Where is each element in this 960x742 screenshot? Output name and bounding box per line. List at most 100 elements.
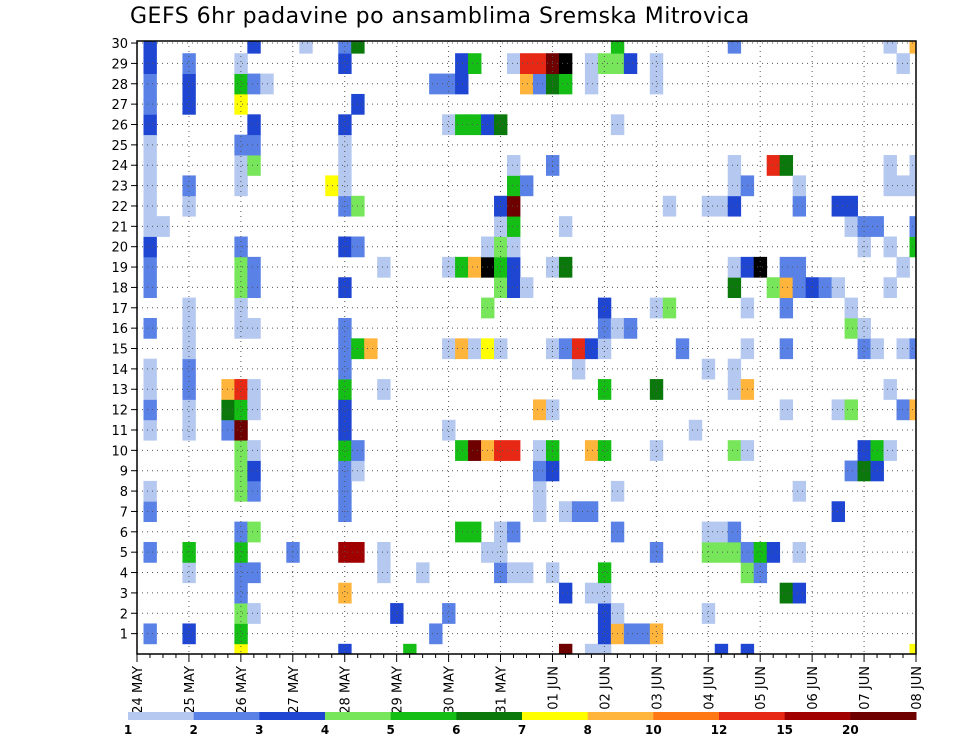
precip-cell	[571, 501, 586, 523]
precip-cell	[636, 623, 651, 645]
precip-cell	[584, 53, 599, 74]
precip-cell	[857, 338, 871, 360]
x-tick-label: 26 MAY	[235, 666, 250, 714]
y-tick-label: 11	[111, 424, 128, 439]
precip-cell	[182, 419, 196, 441]
x-tick-label: 24 MAY	[131, 666, 146, 714]
precip-cell	[520, 53, 534, 74]
precip-cell	[143, 277, 157, 299]
precip-cell	[247, 41, 261, 54]
precip-cell	[143, 399, 157, 421]
precip-cell	[143, 419, 157, 441]
precip-cell	[494, 114, 508, 136]
precip-cell	[883, 41, 897, 54]
precip-cell	[558, 73, 573, 95]
legend-swatch	[325, 712, 392, 720]
precip-cell	[507, 277, 521, 299]
precip-cell	[779, 399, 794, 421]
precip-cell	[299, 41, 313, 54]
precip-cell	[766, 277, 781, 299]
precip-cell	[143, 53, 157, 74]
precip-cell	[234, 623, 248, 645]
precip-cell	[442, 73, 456, 95]
precip-cell	[558, 643, 573, 655]
precip-cell	[507, 175, 521, 197]
precip-cell	[649, 53, 664, 74]
precip-cell	[896, 399, 910, 421]
precip-cell	[182, 399, 196, 421]
y-tick-label: 15	[111, 343, 128, 358]
y-tick-label: 18	[111, 281, 128, 296]
precip-cell	[338, 460, 352, 482]
precip-cell	[247, 603, 261, 624]
precip-cell	[247, 114, 261, 136]
precip-cell	[377, 256, 391, 278]
precip-cell	[143, 379, 157, 400]
precip-cell	[532, 53, 547, 74]
y-tick-label: 16	[111, 322, 128, 337]
legend-swatch	[522, 712, 589, 720]
x-tick-label: 01 JUN	[546, 666, 561, 710]
precip-cell	[234, 603, 248, 624]
precip-cell	[455, 440, 469, 461]
y-tick-label: 25	[111, 139, 128, 154]
precip-cell	[351, 41, 365, 54]
color-legend: 1 2 3 4 5 6 7 8 10 12 15 20	[124, 712, 917, 737]
precip-cell	[234, 399, 248, 421]
precip-cell	[364, 338, 378, 360]
precip-cell	[857, 460, 871, 482]
precip-cell	[455, 53, 469, 74]
chart-title: GEFS 6hr padavine po ansamblima Sremska …	[130, 4, 750, 29]
y-tick-label: 5	[120, 546, 128, 561]
precip-cell	[597, 623, 612, 645]
precip-cell	[558, 53, 573, 74]
precip-cell	[623, 623, 638, 645]
legend-swatch	[259, 712, 326, 720]
precip-cells	[143, 41, 917, 655]
precip-cell	[247, 379, 261, 400]
precip-cell	[597, 603, 612, 624]
x-tick-label: 29 MAY	[391, 666, 406, 714]
precip-cell	[597, 317, 612, 339]
x-tick-label: 06 JUN	[806, 666, 821, 710]
precip-cell	[727, 440, 742, 461]
precip-cell	[597, 582, 612, 604]
precip-cell	[792, 582, 807, 604]
x-tick-label: 08 JUN	[910, 666, 925, 710]
precip-cell	[442, 603, 456, 624]
precip-cell	[234, 317, 248, 339]
precip-cell	[494, 521, 508, 543]
precip-cell	[234, 134, 248, 156]
precip-cell	[883, 155, 897, 176]
precip-cell	[468, 256, 482, 278]
precip-cell	[143, 134, 157, 156]
precip-cell	[909, 41, 917, 54]
precip-cell	[143, 155, 157, 176]
precip-cell	[714, 521, 729, 543]
y-tick-label: 20	[111, 241, 128, 256]
precip-cell	[532, 501, 547, 523]
precip-cell	[792, 195, 807, 217]
precip-cell	[649, 440, 664, 461]
y-tick-label: 27	[111, 98, 128, 113]
precip-cell	[221, 399, 235, 421]
precip-cell	[234, 562, 248, 584]
legend-label: 1	[124, 723, 132, 737]
precip-cell	[520, 562, 534, 584]
precip-cell	[468, 53, 482, 74]
legend-swatch	[653, 712, 720, 720]
precip-cell	[584, 582, 599, 604]
y-tick-label: 6	[120, 526, 128, 541]
y-tick-label: 19	[111, 261, 128, 276]
precip-cell	[182, 338, 196, 360]
precip-cell	[143, 175, 157, 197]
precip-cell	[507, 53, 521, 74]
precip-cell	[701, 603, 716, 624]
precip-cell	[727, 41, 742, 54]
precip-cell	[610, 41, 625, 54]
precip-cell	[896, 175, 910, 197]
precip-cell	[338, 419, 352, 441]
precip-cell	[623, 317, 638, 339]
precip-cell	[234, 53, 248, 74]
x-tick-label: 25 MAY	[183, 666, 198, 714]
